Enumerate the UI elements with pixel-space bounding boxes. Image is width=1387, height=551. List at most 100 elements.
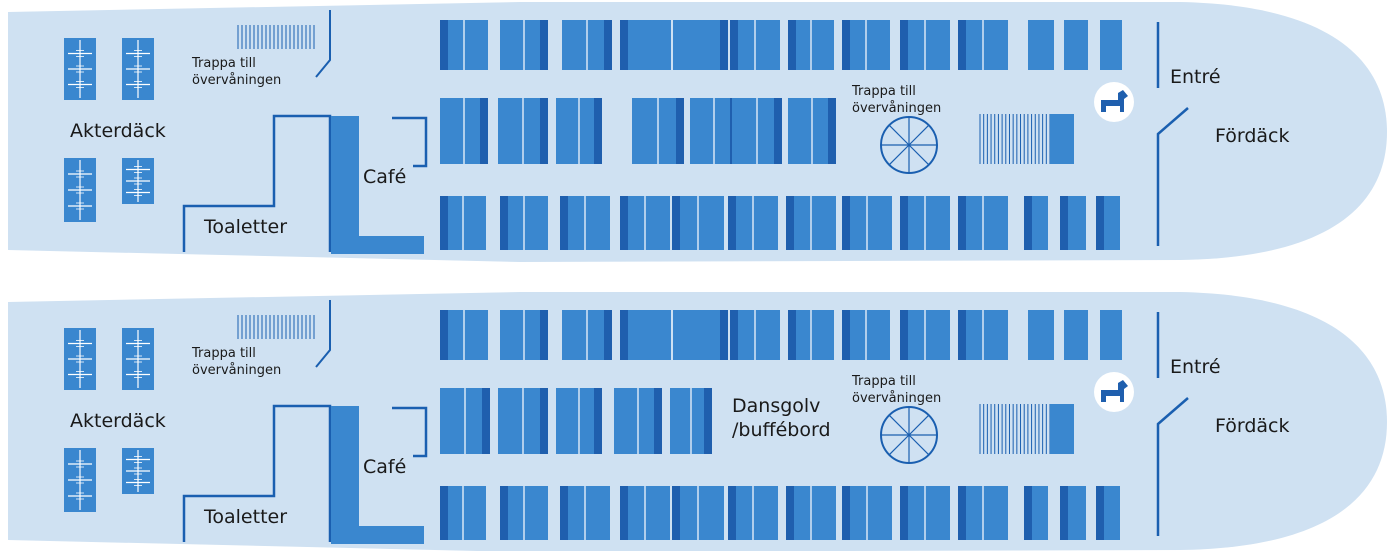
seat-shade <box>842 196 850 250</box>
entrance-label: Entré <box>1170 66 1221 88</box>
toilet-wall <box>182 114 332 252</box>
seat <box>672 310 728 360</box>
seat-shade <box>594 388 602 454</box>
spiral-step <box>908 144 930 166</box>
seat <box>1064 20 1088 70</box>
seat <box>620 20 672 70</box>
seat-shade <box>842 486 850 540</box>
seat-shade <box>828 98 836 164</box>
deck-upper: Trappa till övervåningen Akterdäck Toalette… <box>8 2 1387 262</box>
seat-shade <box>560 486 568 540</box>
fore-deck-label: Fördäck <box>1215 125 1290 147</box>
seat-shade <box>720 310 728 360</box>
staircase-icon <box>979 404 1051 454</box>
seat-shade <box>620 486 628 540</box>
seat-shade <box>728 486 736 540</box>
seat-shade <box>1024 196 1032 250</box>
seat-shade <box>440 486 448 540</box>
seat-shade <box>900 310 908 360</box>
seat-shade <box>620 310 628 360</box>
seat <box>1028 310 1054 360</box>
seat-shade <box>788 310 796 360</box>
aft-deck-label: Akterdäck <box>70 410 166 432</box>
seat-shade <box>440 310 448 360</box>
seat-shade <box>540 388 548 454</box>
seat-shade <box>500 486 508 540</box>
seat-shade <box>958 20 966 70</box>
spiral-stair-icon <box>880 406 938 464</box>
stairs-label: övervåningen <box>192 73 281 88</box>
stairs-label: Trappa till <box>191 56 256 71</box>
seat <box>620 310 672 360</box>
dog-icon <box>1094 372 1134 412</box>
aft-deck-label: Akterdäck <box>70 120 166 142</box>
cafe-wall <box>392 116 428 168</box>
seat-shade <box>704 388 712 454</box>
seat-shade <box>540 98 548 164</box>
toilet-wall <box>182 404 332 542</box>
seat-shade <box>440 20 448 70</box>
seat-shade <box>728 196 736 250</box>
seat-shade <box>540 20 548 70</box>
dog-shape <box>1101 90 1128 112</box>
cafe-wall <box>392 406 428 458</box>
entrance-wall <box>1156 107 1189 246</box>
stairs-label: Trappa till <box>851 374 916 389</box>
seat <box>1064 310 1088 360</box>
spiral-step <box>888 434 910 456</box>
spiral-step <box>908 414 930 436</box>
dance-floor-label: Dansgolv <box>732 395 820 417</box>
seat-shade <box>786 486 794 540</box>
stairs-label: Trappa till <box>191 346 256 361</box>
spiral-step <box>908 124 930 146</box>
toilets-label: Toaletter <box>203 216 287 238</box>
seat-shade <box>604 310 612 360</box>
fore-deck-label: Fördäck <box>1215 415 1290 437</box>
seat-shade <box>900 20 908 70</box>
staircase-icon <box>237 25 315 49</box>
entrance-label: Entré <box>1170 356 1221 378</box>
seat-shade <box>604 20 612 70</box>
spiral-step <box>888 124 910 146</box>
seat-shade <box>1024 486 1032 540</box>
stairs-label: Trappa till <box>851 84 916 99</box>
entrance-wall <box>1156 397 1189 536</box>
dog-icon <box>1094 82 1134 122</box>
seat-shade <box>676 98 684 164</box>
seat-shade <box>788 20 796 70</box>
seat-shade <box>1060 486 1068 540</box>
seat <box>1028 20 1054 70</box>
seat-shade <box>720 20 728 70</box>
seat-shade <box>672 196 680 250</box>
wall <box>315 300 331 368</box>
staircase-icon <box>237 315 315 339</box>
seat-shade <box>958 196 966 250</box>
spiral-step <box>888 144 910 166</box>
spiral-step <box>888 414 910 436</box>
seat-shade <box>480 98 488 164</box>
seat-shade <box>560 196 568 250</box>
seat-shade <box>500 196 508 250</box>
seat-shade <box>540 310 548 360</box>
seat-shade <box>774 98 782 164</box>
seat-shade <box>672 486 680 540</box>
deck-lower: Trappa till övervåningen Akterdäck Toalette… <box>8 292 1387 551</box>
seat-shade <box>900 196 908 250</box>
stairs-label: övervåningen <box>192 363 281 378</box>
stair-landing <box>1050 114 1074 164</box>
seat <box>672 20 728 70</box>
seat-shade <box>654 388 662 454</box>
seat-shade <box>620 20 628 70</box>
stairs-label: övervåningen <box>852 101 941 116</box>
cafe-counter <box>331 116 424 254</box>
seat-shade <box>958 310 966 360</box>
seat-shade <box>620 196 628 250</box>
seat-shade <box>482 388 490 454</box>
seat <box>1100 20 1122 70</box>
seat-shade <box>730 20 738 70</box>
cafe-label: Café <box>363 166 406 188</box>
seat-shade <box>900 486 908 540</box>
dance-floor-label: /buffébord <box>732 419 831 441</box>
stair-landing <box>1050 404 1074 454</box>
